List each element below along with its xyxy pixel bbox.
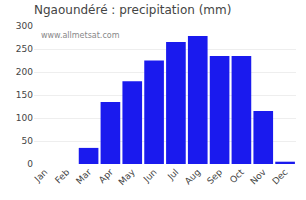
svg-text:Ngaoundéré : precipitation (mm: Ngaoundéré : precipitation (mm) <box>34 3 231 17</box>
svg-text:Apr: Apr <box>97 167 115 185</box>
svg-text:Oct: Oct <box>228 167 246 185</box>
svg-text:100: 100 <box>16 113 33 123</box>
svg-text:250: 250 <box>16 44 33 54</box>
svg-text:Mar: Mar <box>74 167 93 186</box>
svg-text:Jan: Jan <box>32 167 50 185</box>
svg-text:Feb: Feb <box>53 167 72 186</box>
svg-text:300: 300 <box>16 21 33 31</box>
svg-text:www.allmetsat.com: www.allmetsat.com <box>41 31 120 40</box>
svg-text:Aug: Aug <box>183 167 203 187</box>
svg-text:200: 200 <box>16 67 33 77</box>
svg-text:Nov: Nov <box>248 167 268 187</box>
svg-text:May: May <box>117 167 138 188</box>
svg-text:50: 50 <box>22 136 34 146</box>
svg-text:150: 150 <box>16 90 33 100</box>
svg-text:0: 0 <box>27 159 33 169</box>
svg-text:Jun: Jun <box>141 167 159 185</box>
svg-text:Sep: Sep <box>205 167 224 186</box>
svg-text:Jul: Jul <box>165 167 180 182</box>
svg-text:Dec: Dec <box>270 167 289 186</box>
